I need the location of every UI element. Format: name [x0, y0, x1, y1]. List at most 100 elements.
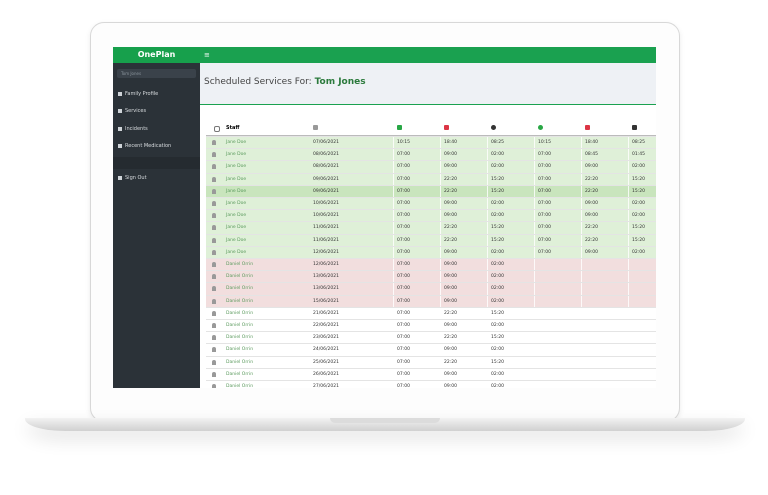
table-row[interactable]: Jane Doe 11/06/2021 07:00 22:20 15:20 07:00 22…: [206, 233, 656, 247]
table-cell: Daniel Orrin: [226, 347, 254, 353]
user-icon: [212, 298, 216, 304]
cell-divider: [534, 271, 535, 284]
table-cell: 07:00: [538, 176, 551, 182]
table-cell: 02:00: [491, 347, 504, 353]
cell-divider: [628, 137, 629, 149]
cell-divider: [487, 344, 488, 357]
cell-divider: [487, 173, 488, 186]
table-cell: Daniel Orrin: [226, 335, 254, 341]
cell-divider: [534, 381, 535, 388]
table-row[interactable]: Jane Doe 11/06/2021 07:00 22:20 15:20 07:00 22…: [206, 221, 656, 235]
table-cell: Daniel Orrin: [226, 359, 254, 365]
table-cell: 02:00: [491, 384, 504, 388]
table-cell: 07:00: [397, 347, 410, 353]
cell-divider: [440, 356, 441, 369]
table-row[interactable]: Jane Doe 09/06/2021 07:00 22:20 15:20 07:00 22…: [206, 172, 656, 186]
table-cell: Jane Doe: [226, 213, 247, 219]
menu-item[interactable]: Services: [118, 106, 146, 116]
table-cell: 07:00: [397, 164, 410, 170]
user-icon: [212, 323, 216, 328]
header-icon: [632, 125, 637, 130]
table-row[interactable]: Jane Doe 08/06/2021 07:00 09:00 02:00 07:00 08…: [206, 148, 656, 162]
table-row[interactable]: Daniel Orrin 13/06/2021 07:00 09:00 02:00: [206, 282, 656, 296]
menu-item[interactable]: Incidents: [118, 124, 148, 134]
cell-divider: [440, 222, 441, 235]
cell-divider: [628, 185, 629, 198]
table-row[interactable]: Daniel Orrin 23/06/2021 07:00 22:20 15:20: [206, 331, 656, 345]
cell-divider: [628, 283, 629, 296]
cell-divider: [628, 381, 629, 388]
table-row[interactable]: Jane Doe 12/06/2021 07:00 09:00 02:00 07:00 09…: [206, 245, 656, 259]
table: Staff Jane Doe 07/06/2021 10:15 18:40 08:25 10…: [113, 47, 656, 388]
table-cell: Jane Doe: [226, 225, 247, 231]
table-row[interactable]: Daniel Orrin 21/06/2021 07:00 22:20 15:20: [206, 306, 656, 320]
table-cell: 22:20: [585, 188, 598, 194]
user-icon: [212, 188, 216, 194]
table-cell: 02:00: [632, 213, 645, 219]
cell-divider: [628, 210, 629, 223]
table-cell: 01:45: [632, 152, 645, 158]
user-icon: [212, 310, 216, 316]
table-cell: 18:40: [585, 140, 598, 145]
cell-divider: [487, 161, 488, 174]
table-cell: 07:00: [538, 201, 551, 206]
table-row[interactable]: Jane Doe 10/06/2021 07:00 09:00 02:00 07:00 09…: [206, 209, 656, 223]
header-icon: [444, 125, 449, 130]
table-row[interactable]: Jane Doe 09/06/2021 07:00 22:20 15:20 07:00 22…: [206, 184, 656, 198]
cell-divider: [534, 320, 535, 332]
table-row[interactable]: Jane Doe 07/06/2021 10:15 18:40 08:25 10:15 18…: [206, 136, 656, 149]
table-cell: 09:00: [585, 213, 598, 219]
table-cell: Jane Doe: [226, 164, 247, 170]
menu-item[interactable]: Family Profile: [118, 89, 158, 99]
cell-divider: [534, 344, 535, 357]
table-cell: 07:00: [397, 176, 410, 182]
menu-item[interactable]: Sign Out: [118, 173, 147, 183]
user-select[interactable]: Tom Jones: [117, 69, 196, 78]
cell-divider: [581, 234, 582, 247]
cell-divider: [440, 246, 441, 259]
table-cell: 02:00: [491, 152, 504, 158]
menu-divider: [113, 157, 200, 169]
table-row[interactable]: Daniel Orrin 13/06/2021 07:00 09:00 02:00: [206, 270, 656, 284]
cell-divider: [487, 210, 488, 223]
table-cell: 07:00: [538, 152, 551, 158]
table-cell: 22:20: [585, 237, 598, 243]
table-row[interactable]: Daniel Orrin 15/06/2021 07:00 09:00 02:00: [206, 294, 656, 308]
table-cell: 07:00: [397, 384, 410, 388]
cell-divider: [487, 149, 488, 162]
table-row[interactable]: Daniel Orrin 25/06/2021 07:00 22:20 15:20: [206, 355, 656, 369]
menu-item[interactable]: Recent Medication: [118, 141, 171, 151]
cell-divider: [534, 246, 535, 259]
table-row[interactable]: Daniel Orrin 26/06/2021 07:00 09:00 02:00: [206, 367, 656, 381]
cell-divider: [440, 320, 441, 332]
table-row[interactable]: Daniel Orrin 27/06/2021 07:00 09:00 02:00: [206, 380, 656, 388]
table-cell: 22:20: [444, 237, 457, 243]
table-row[interactable]: Jane Doe 08/06/2021 07:00 09:00 02:00 07:00 09…: [206, 160, 656, 174]
table-row[interactable]: Daniel Orrin 12/06/2021 07:00 09:00 02:00: [206, 258, 656, 271]
cell-divider: [534, 173, 535, 186]
cell-divider: [393, 381, 394, 388]
table-cell: 09:00: [444, 164, 457, 170]
table-cell: 02:00: [632, 164, 645, 170]
cell-divider: [628, 234, 629, 247]
table-row[interactable]: Daniel Orrin 22/06/2021 07:00 09:00 02:00: [206, 319, 656, 332]
screen: Tom Jones Family Profile Services Incide…: [113, 47, 656, 388]
cell-divider: [393, 307, 394, 320]
table-cell: 15:20: [632, 225, 645, 231]
table-cell: 02:00: [491, 274, 504, 280]
user-icon: [212, 176, 216, 182]
cell-divider: [393, 137, 394, 149]
cell-divider: [487, 332, 488, 345]
cell-divider: [487, 222, 488, 235]
table-cell: 07:00: [397, 225, 410, 231]
table-cell: 07:00: [397, 359, 410, 365]
table-row[interactable]: Jane Doe 10/06/2021 07:00 09:00 02:00 07:00 09…: [206, 197, 656, 210]
logo[interactable]: OnePlan: [113, 47, 200, 63]
table-cell: 26/06/2021: [313, 371, 339, 377]
cell-divider: [487, 246, 488, 259]
table-cell: 15:20: [491, 237, 504, 243]
table-row[interactable]: Daniel Orrin 24/06/2021 07:00 09:00 02:00: [206, 343, 656, 357]
table-cell: Jane Doe: [226, 188, 247, 194]
page-title: Scheduled Services For: Tom Jones: [204, 77, 366, 87]
